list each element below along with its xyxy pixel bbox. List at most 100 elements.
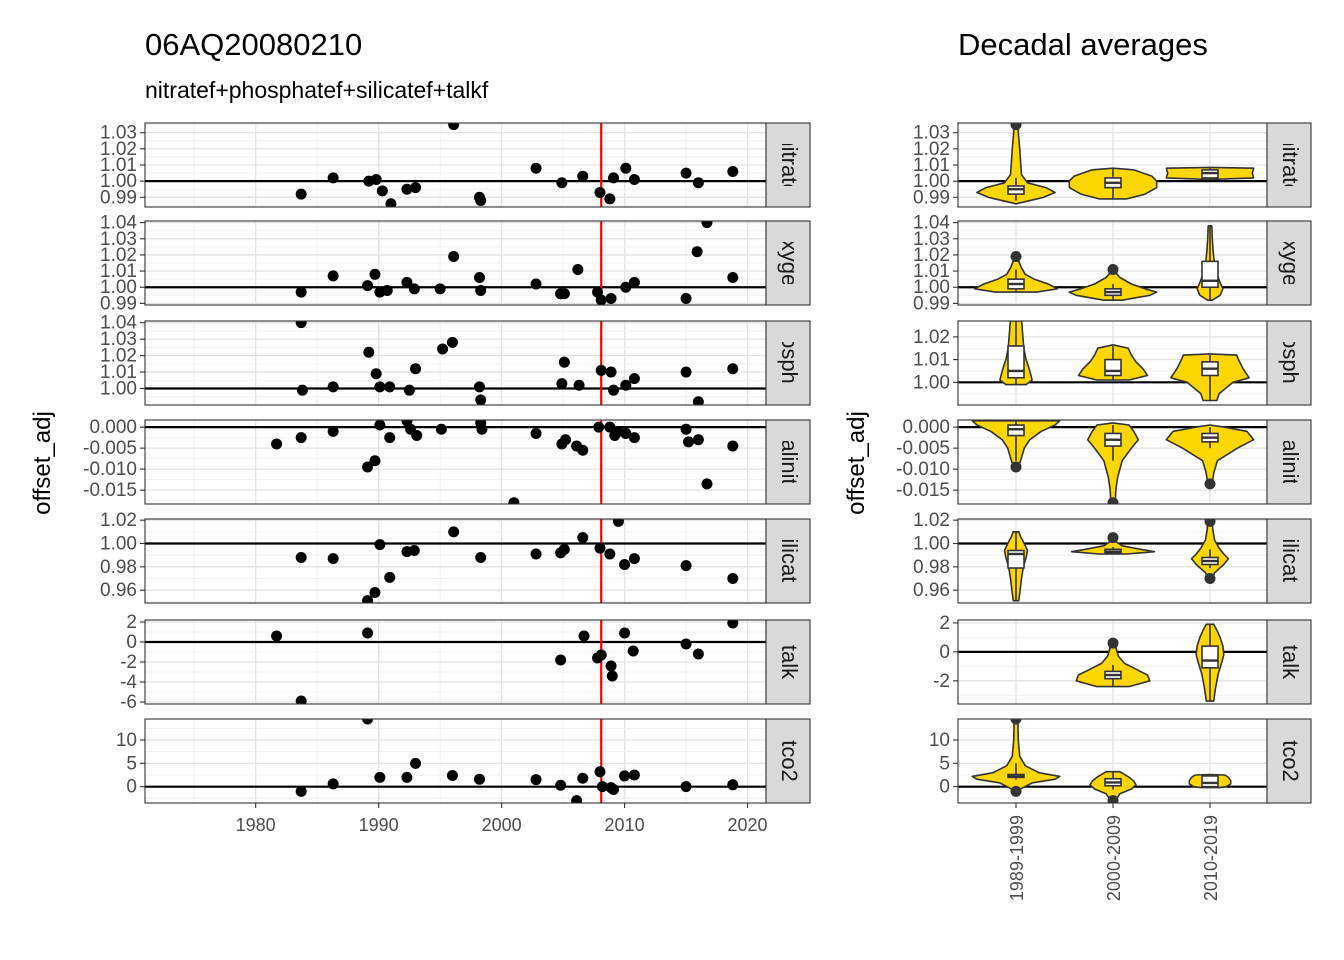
- scatter-point: [608, 384, 620, 396]
- scatter-phosphate-strip: [765, 320, 811, 406]
- scatter-point: [577, 444, 589, 456]
- scatter-point: [680, 366, 692, 378]
- scatter-point: [369, 268, 381, 280]
- scatter-facet-phosphate: 1.041.031.021.011.00 phosphate: [100, 313, 811, 406]
- scatter-point: [362, 719, 374, 725]
- violin-outlier: [1204, 519, 1216, 527]
- violin-facet-talk: 2 0 -2 talk: [933, 613, 1312, 705]
- violin-outlier: [1204, 573, 1216, 584]
- scatter-point: [370, 368, 382, 380]
- scatter-point: [560, 434, 572, 446]
- scatter-point: [363, 346, 375, 358]
- violin-y-tick-label: -0.010: [896, 459, 950, 480]
- scatter-silicate-strip: [765, 518, 811, 604]
- scatter-y-tick-label: 2: [126, 612, 137, 633]
- violin-y-tick-label: 0.000: [902, 417, 950, 438]
- scatter-point: [680, 293, 692, 305]
- scatter-point: [295, 785, 307, 797]
- scatter-y-tick-label: 1.01: [100, 261, 137, 282]
- scatter-point: [594, 766, 606, 778]
- scatter-point: [577, 772, 589, 784]
- violin-nitrate-strip-label: nitrate: [1278, 134, 1303, 195]
- scatter-point: [620, 379, 632, 391]
- scatter-point: [701, 221, 713, 229]
- scatter-point: [327, 381, 339, 393]
- violin-facet-tco2: 105 0 tco2: [929, 718, 1312, 804]
- scatter-point: [558, 288, 570, 300]
- scatter-tco2-strip: [765, 718, 811, 804]
- scatter-facet-tco2: 105 0 tco2: [116, 718, 811, 804]
- scatter-point: [727, 573, 739, 584]
- violin-x-tick-label: 2010-2019: [1201, 815, 1221, 901]
- scatter-point: [508, 497, 520, 504]
- violin-y-axis-title: offset_adj: [843, 411, 870, 515]
- scatter-point: [620, 162, 632, 174]
- violin-tco2-strip: [1266, 718, 1312, 804]
- scatter-title: 06AQ20080210: [145, 27, 362, 62]
- violin-y-tick-label: 1.01: [913, 261, 950, 282]
- scatter-y-tick-label: -6: [120, 692, 137, 713]
- scatter-point: [381, 284, 393, 296]
- violin-y-tick-label: 1.01: [913, 350, 950, 371]
- violin-y-tick-label: 1.01: [913, 155, 950, 176]
- violin-y-tick-label: 0.99: [913, 187, 950, 208]
- scatter-facet-silicate: 1.02 1.000.980.96 silicate: [100, 510, 811, 604]
- scatter-silicate-strip-label: silicate: [777, 527, 802, 594]
- scatter-point: [370, 174, 382, 186]
- scatter-point: [620, 427, 632, 439]
- scatter-panel-content: [145, 321, 766, 405]
- scatter-point: [628, 553, 640, 565]
- scatter-y-tick-label: 0.000: [89, 417, 137, 438]
- scatter-point: [530, 162, 542, 174]
- scatter-salinity-strip-label: salinity: [777, 428, 802, 495]
- violin-y-tick-label: 1.03: [913, 123, 950, 144]
- scatter-y-tick-label: 1.02: [100, 139, 137, 160]
- scatter-point: [604, 548, 616, 560]
- scatter-point: [374, 420, 386, 431]
- scatter-point: [369, 587, 381, 598]
- violin-outlier: [1107, 637, 1119, 649]
- violin-y-tick-label: 1.02: [913, 245, 950, 266]
- violin-x-tick-label: 2000-2009: [1104, 815, 1124, 901]
- scatter-point: [604, 421, 616, 433]
- violin-tco2-strip-label: tco2: [1278, 740, 1303, 782]
- scatter-point: [701, 478, 713, 490]
- scatter-point: [473, 381, 485, 393]
- scatter-point: [691, 246, 703, 258]
- violin-y-tick-label: 2: [939, 613, 950, 634]
- violin-y-tick-label: 1.03: [913, 229, 950, 250]
- scatter-point: [475, 195, 487, 207]
- scatter-point: [435, 423, 447, 435]
- violin-y-tick-label: 0: [939, 777, 950, 798]
- scatter-point: [446, 769, 458, 781]
- violin-y-tick-label: 0.96: [913, 580, 950, 601]
- scatter-y-tick-label: 0: [126, 632, 137, 653]
- scatter-point: [410, 182, 422, 194]
- scatter-point: [295, 286, 307, 298]
- scatter-y-tick-label: 10: [116, 730, 137, 751]
- scatter-point: [605, 660, 617, 672]
- scatter-y-tick-label: 0.99: [100, 187, 137, 208]
- scatter-point: [437, 343, 449, 355]
- violin-facet-silicate: 1.02 1.000.980.96 silicate: [913, 510, 1312, 604]
- violin-y-tick-label: -0.005: [896, 438, 950, 459]
- violin-box: [1201, 775, 1219, 788]
- violin-nitrate-strip: [1266, 122, 1312, 208]
- scatter-point: [608, 172, 620, 184]
- scatter-point: [692, 434, 704, 446]
- violin-facet-oxygen: 1.041.031.021.011.000.99 oxygen: [913, 213, 1312, 314]
- violin-y-tick-label: 5: [939, 753, 950, 774]
- scatter-point: [595, 294, 607, 305]
- scatter-point: [385, 198, 397, 207]
- scatter-point: [327, 425, 339, 437]
- violin-talk-strip: [1266, 619, 1312, 705]
- scatter-point: [571, 795, 583, 803]
- violin-box: [1201, 645, 1219, 669]
- scatter-point: [271, 630, 283, 642]
- scatter-x-tick-label: 1980: [236, 815, 276, 835]
- scatter-point: [401, 183, 413, 195]
- scatter-y-tick-label: 1.03: [100, 329, 137, 350]
- scatter-point: [612, 519, 624, 527]
- violin-y-tick-label: 0.98: [913, 557, 950, 578]
- scatter-point: [605, 293, 617, 305]
